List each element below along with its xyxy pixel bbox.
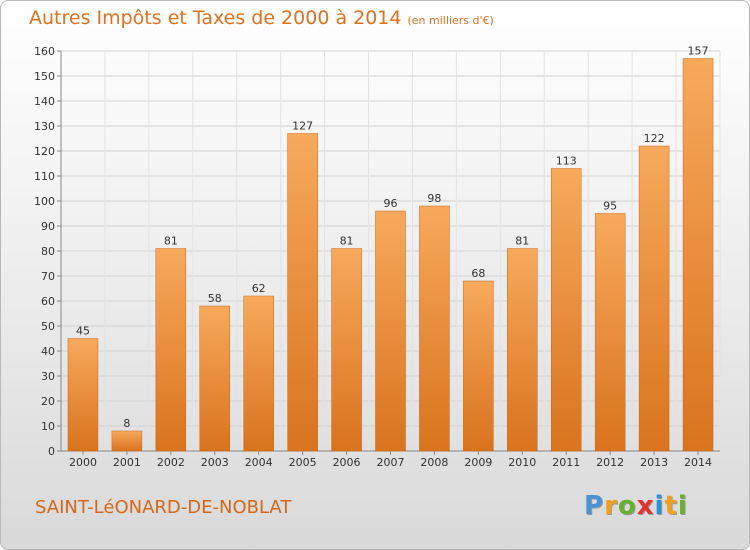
chart-unit: (en milliers d'€) <box>407 14 494 27</box>
data-label: 157 <box>688 45 709 58</box>
x-tick-label: 2011 <box>552 456 580 469</box>
logo-letter: i <box>677 491 688 521</box>
x-tick-label: 2003 <box>201 456 229 469</box>
data-label: 122 <box>644 132 665 145</box>
bar <box>243 295 274 452</box>
bar <box>550 168 582 452</box>
y-tick-label: 130 <box>34 120 55 133</box>
data-label: 96 <box>384 197 398 210</box>
x-tick-label: 2013 <box>640 456 668 469</box>
data-label: 62 <box>252 282 266 295</box>
x-tick-label: 2007 <box>377 456 405 469</box>
y-tick-label: 100 <box>34 195 55 208</box>
logo-letter: i <box>654 491 665 521</box>
y-tick-label: 90 <box>41 220 55 233</box>
x-tick-label: 2010 <box>508 456 536 469</box>
chart-title-text: Autres Impôts et Taxes de 2000 à 2014 <box>29 7 402 29</box>
bar <box>594 213 626 452</box>
y-tick-label: 0 <box>48 445 55 458</box>
data-label: 8 <box>123 417 130 430</box>
x-tick-label: 2008 <box>420 456 448 469</box>
data-label: 127 <box>292 120 313 133</box>
x-tick-label: 2009 <box>464 456 492 469</box>
bar <box>67 338 99 452</box>
y-tick-label: 50 <box>41 320 55 333</box>
logo-letter: x <box>636 491 655 521</box>
data-label: 81 <box>340 235 354 248</box>
y-tick-label: 30 <box>41 370 55 383</box>
bar <box>507 248 538 452</box>
y-tick-label: 140 <box>34 95 55 108</box>
bar <box>638 145 670 452</box>
y-tick-label: 10 <box>41 420 55 433</box>
bar <box>419 205 450 452</box>
logo-letter: P <box>584 491 605 521</box>
proxiti-logo: Proxiti <box>584 491 688 521</box>
data-label: 68 <box>471 267 485 280</box>
y-tick-label: 80 <box>41 245 55 258</box>
logo-letter: r <box>604 491 618 521</box>
labels: 45 2000 8 2001 81 2002 58 2003 62 2004 127 2005 81 20… <box>69 45 712 470</box>
y-tick-label: 60 <box>41 295 55 308</box>
data-label: 81 <box>515 235 529 248</box>
data-label: 113 <box>556 155 577 168</box>
y-tick-label: 110 <box>34 170 55 183</box>
x-tick-label: 2002 <box>157 456 185 469</box>
bar <box>682 58 714 452</box>
chart-title: Autres Impôts et Taxes de 2000 à 2014 (en… <box>29 7 494 29</box>
bar <box>111 430 143 452</box>
y-tick-label: 20 <box>41 395 55 408</box>
x-tick-label: 2001 <box>113 456 141 469</box>
data-label: 95 <box>603 200 617 213</box>
data-label: 98 <box>427 192 441 205</box>
y-tick-label: 40 <box>41 345 55 358</box>
data-label: 81 <box>164 235 178 248</box>
data-label: 45 <box>76 325 90 338</box>
y-tick-label: 150 <box>34 70 55 83</box>
bar <box>199 305 231 452</box>
x-tick-label: 2004 <box>245 456 273 469</box>
bar <box>155 248 187 452</box>
logo-letter: o <box>617 491 637 521</box>
x-tick-label: 2005 <box>289 456 317 469</box>
bar <box>463 280 494 452</box>
bars <box>67 58 714 452</box>
y-tick-label: 120 <box>34 145 55 158</box>
x-tick-label: 2014 <box>684 456 712 469</box>
data-label: 58 <box>208 292 222 305</box>
y-tick-label: 70 <box>41 270 55 283</box>
bar <box>375 210 406 452</box>
bar <box>331 248 362 452</box>
x-tick-label: 2006 <box>333 456 361 469</box>
bar <box>287 133 318 452</box>
logo-letter: t <box>664 491 678 521</box>
commune-name: SAINT-LéONARD-DE-NOBLAT <box>35 497 292 518</box>
y-tick-label: 160 <box>34 45 55 58</box>
x-tick-label: 2012 <box>596 456 624 469</box>
x-tick-label: 2000 <box>69 456 97 469</box>
